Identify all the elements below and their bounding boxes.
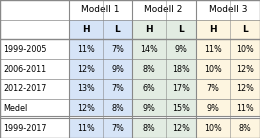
Text: Modell 1: Modell 1: [81, 5, 120, 14]
Bar: [0, 59, 69, 79]
Bar: [166, 20, 196, 39]
Text: 8%: 8%: [142, 124, 155, 133]
Bar: [196, 59, 230, 79]
Text: Medel: Medel: [3, 104, 27, 113]
Text: 11%: 11%: [77, 45, 95, 54]
Text: 1999-2005: 1999-2005: [3, 45, 47, 54]
Text: 8%: 8%: [142, 64, 155, 74]
Text: 8%: 8%: [239, 124, 251, 133]
Bar: [166, 118, 196, 138]
Bar: [103, 99, 132, 118]
Bar: [132, 79, 166, 99]
Text: 12%: 12%: [236, 84, 254, 93]
Text: 9%: 9%: [142, 104, 155, 113]
Text: 11%: 11%: [236, 104, 254, 113]
Bar: [166, 79, 196, 99]
Bar: [230, 20, 260, 39]
Bar: [0, 99, 69, 118]
Text: 9%: 9%: [111, 64, 124, 74]
Text: 10%: 10%: [204, 64, 222, 74]
Bar: [0, 39, 69, 59]
Text: 7%: 7%: [111, 124, 124, 133]
Text: 12%: 12%: [172, 124, 190, 133]
Bar: [196, 118, 230, 138]
Bar: [166, 99, 196, 118]
Text: 13%: 13%: [77, 84, 95, 93]
Text: 2006-2011: 2006-2011: [3, 64, 46, 74]
Bar: [132, 99, 166, 118]
Text: 8%: 8%: [111, 104, 124, 113]
Text: 7%: 7%: [111, 45, 124, 54]
Bar: [69, 39, 103, 59]
Bar: [0, 20, 69, 39]
Text: 12%: 12%: [77, 64, 95, 74]
Text: 10%: 10%: [204, 124, 222, 133]
Text: Modell 2: Modell 2: [145, 5, 183, 14]
Text: 12%: 12%: [236, 64, 254, 74]
Text: 6%: 6%: [142, 84, 155, 93]
Bar: [132, 39, 166, 59]
Bar: [132, 20, 166, 39]
Bar: [132, 59, 166, 79]
Bar: [103, 118, 132, 138]
Bar: [132, 0, 196, 20]
Text: 7%: 7%: [111, 84, 124, 93]
Text: 11%: 11%: [204, 45, 222, 54]
Text: 10%: 10%: [236, 45, 254, 54]
Bar: [196, 99, 230, 118]
Text: 14%: 14%: [140, 45, 158, 54]
Bar: [0, 118, 69, 138]
Bar: [230, 99, 260, 118]
Text: 2012-2017: 2012-2017: [3, 84, 47, 93]
Text: H: H: [209, 25, 217, 34]
Text: H: H: [145, 25, 153, 34]
Bar: [103, 39, 132, 59]
Text: 9%: 9%: [207, 104, 219, 113]
Bar: [69, 59, 103, 79]
Text: 9%: 9%: [174, 45, 187, 54]
Text: 11%: 11%: [77, 124, 95, 133]
Text: 1999-2017: 1999-2017: [3, 124, 47, 133]
Bar: [0, 0, 69, 20]
Bar: [0, 79, 69, 99]
Bar: [69, 118, 103, 138]
Bar: [69, 0, 132, 20]
Bar: [103, 59, 132, 79]
Text: 12%: 12%: [77, 104, 95, 113]
Bar: [69, 99, 103, 118]
Bar: [196, 79, 230, 99]
Bar: [196, 20, 230, 39]
Bar: [69, 20, 103, 39]
Bar: [69, 79, 103, 99]
Text: L: L: [115, 25, 120, 34]
Bar: [196, 0, 260, 20]
Text: L: L: [242, 25, 248, 34]
Bar: [132, 118, 166, 138]
Bar: [166, 59, 196, 79]
Text: Modell 3: Modell 3: [209, 5, 247, 14]
Text: 17%: 17%: [172, 84, 190, 93]
Bar: [230, 79, 260, 99]
Bar: [230, 59, 260, 79]
Text: L: L: [178, 25, 184, 34]
Bar: [103, 79, 132, 99]
Text: 7%: 7%: [207, 84, 219, 93]
Text: 15%: 15%: [172, 104, 190, 113]
Bar: [166, 39, 196, 59]
Bar: [196, 39, 230, 59]
Bar: [230, 39, 260, 59]
Bar: [103, 20, 132, 39]
Bar: [230, 118, 260, 138]
Text: H: H: [82, 25, 90, 34]
Text: 18%: 18%: [172, 64, 190, 74]
